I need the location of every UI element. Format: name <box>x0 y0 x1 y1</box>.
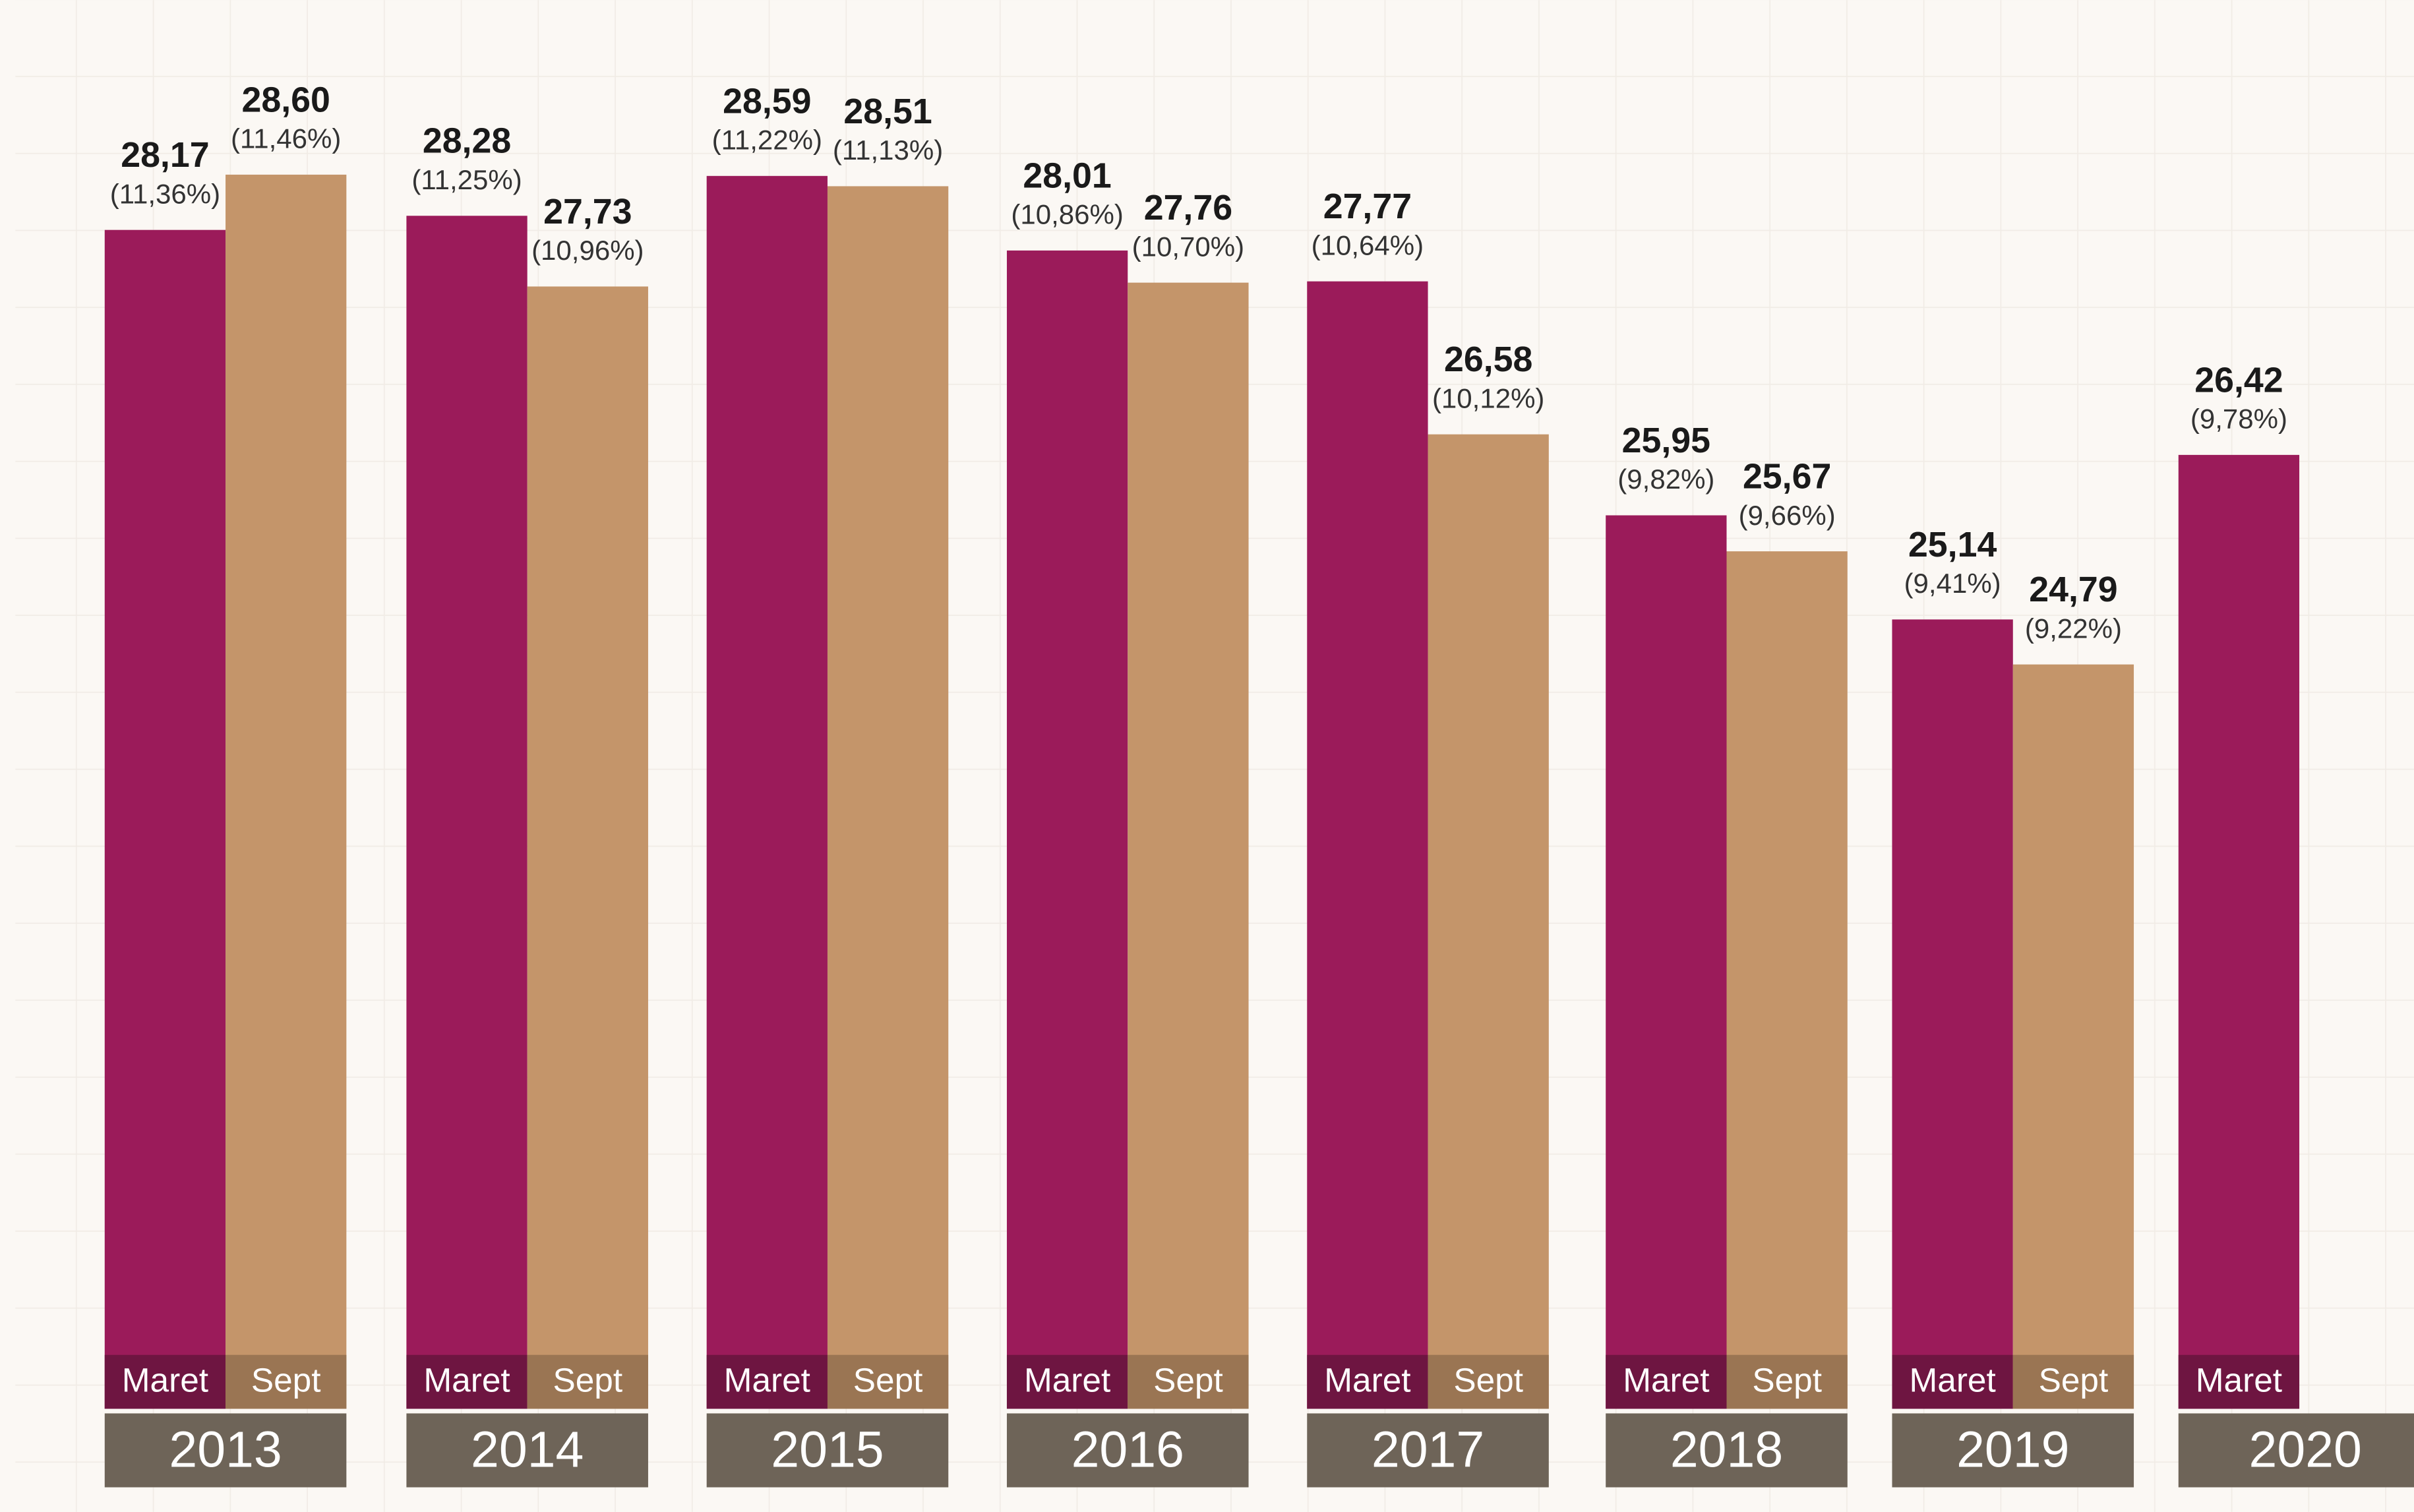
series-label: Sept <box>251 1361 321 1399</box>
percent-label: (10,12%) <box>1432 382 1544 413</box>
percent-label: (9,78%) <box>2190 404 2287 435</box>
value-label: 26,42 <box>2194 360 2283 400</box>
value-label: 27,77 <box>1323 187 1412 226</box>
value-label: 25,67 <box>1743 457 1831 497</box>
bar <box>527 286 648 1409</box>
percent-label: (11,13%) <box>833 135 943 166</box>
series-band <box>1307 1354 1428 1409</box>
series-label: Maret <box>1623 1361 1709 1399</box>
percent-label: (11,36%) <box>110 178 220 209</box>
bar <box>706 175 828 1409</box>
bar <box>1892 619 2013 1409</box>
value-label: 28,01 <box>1023 156 1111 195</box>
bar <box>2178 454 2300 1409</box>
bar <box>104 229 226 1409</box>
x-tick-label: 2013 <box>169 1422 282 1478</box>
series-band <box>1892 1354 2013 1409</box>
percent-label: (11,25%) <box>411 164 522 195</box>
series-band <box>104 1354 226 1409</box>
bar <box>1128 282 1249 1409</box>
bar <box>226 174 347 1409</box>
x-tick-label: 2015 <box>771 1422 884 1478</box>
bar <box>406 216 528 1409</box>
series-band <box>527 1354 648 1409</box>
bar <box>1006 250 1128 1409</box>
series-band <box>706 1354 828 1409</box>
series-label: Maret <box>724 1361 810 1399</box>
value-label: 25,95 <box>1622 421 1710 460</box>
series-band <box>406 1354 528 1409</box>
series-band <box>2012 1354 2134 1409</box>
series-label: Sept <box>2039 1361 2109 1399</box>
series-band <box>1428 1354 1549 1409</box>
bar <box>1428 434 1549 1409</box>
value-label: 27,73 <box>543 192 632 231</box>
percent-label: (9,66%) <box>1739 500 1836 531</box>
series-label: Maret <box>1024 1361 1110 1399</box>
series-band <box>226 1354 347 1409</box>
bar <box>1726 551 1848 1409</box>
percent-label: (9,22%) <box>2025 613 2122 644</box>
series-label: Sept <box>853 1361 923 1399</box>
value-label: 28,28 <box>423 121 511 161</box>
bar <box>827 186 949 1409</box>
series-label: Sept <box>1453 1361 1523 1399</box>
x-tick-label: 2019 <box>1956 1422 2069 1478</box>
value-label: 28,51 <box>843 92 932 131</box>
value-label: 27,76 <box>1144 188 1232 227</box>
x-tick-label: 2020 <box>2249 1422 2362 1478</box>
percent-label: (9,82%) <box>1617 464 1714 495</box>
percent-label: (10,64%) <box>1312 229 1424 260</box>
percent-label: (11,46%) <box>231 123 341 154</box>
percent-label: (10,86%) <box>1011 199 1123 230</box>
percent-label: (10,70%) <box>1132 231 1244 262</box>
series-label: Maret <box>122 1361 208 1399</box>
year-box <box>1307 1413 1549 1488</box>
value-label: 28,17 <box>121 135 209 175</box>
year-box <box>1606 1413 1848 1488</box>
series-label: Maret <box>2196 1361 2282 1399</box>
series-band <box>827 1354 949 1409</box>
value-label: 25,14 <box>1908 525 1997 564</box>
year-box <box>2178 1413 2414 1488</box>
year-box <box>1892 1413 2134 1488</box>
value-label: 26,58 <box>1444 340 1532 379</box>
series-label: Maret <box>1324 1361 1410 1399</box>
value-label: 28,60 <box>242 80 330 119</box>
series-band <box>1606 1354 1727 1409</box>
value-label: 24,79 <box>2029 570 2117 609</box>
series-label: Maret <box>1909 1361 1995 1399</box>
bar <box>1307 281 1428 1409</box>
percent-label: (9,41%) <box>1904 568 2001 599</box>
series-band <box>1726 1354 1848 1409</box>
x-tick-label: 2014 <box>471 1422 584 1478</box>
year-box <box>1006 1413 1249 1488</box>
series-label: Sept <box>1752 1361 1822 1399</box>
year-box <box>406 1413 648 1488</box>
series-band <box>1128 1354 1249 1409</box>
series-label: Maret <box>423 1361 510 1399</box>
x-tick-label: 2017 <box>1372 1422 1484 1478</box>
bar <box>1606 515 1727 1409</box>
percent-label: (11,22%) <box>712 125 822 156</box>
series-band <box>2178 1354 2300 1409</box>
year-box <box>104 1413 347 1488</box>
value-label: 28,59 <box>723 81 811 121</box>
year-box <box>706 1413 949 1488</box>
bar <box>2012 664 2134 1409</box>
x-tick-label: 2018 <box>1670 1422 1783 1478</box>
series-label: Sept <box>1153 1361 1223 1399</box>
percent-label: (10,96%) <box>531 235 644 266</box>
series-band <box>1006 1354 1128 1409</box>
series-label: Sept <box>553 1361 622 1399</box>
x-tick-label: 2016 <box>1071 1422 1184 1478</box>
